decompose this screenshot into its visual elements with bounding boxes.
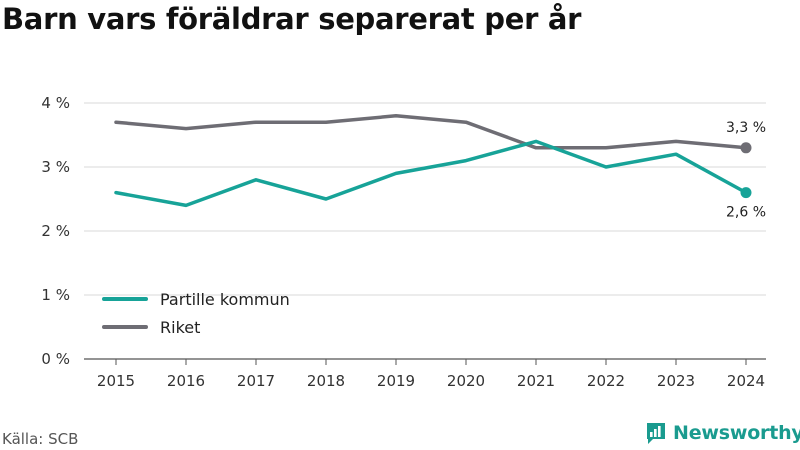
x-tick-label: 2020 xyxy=(447,372,485,390)
y-tick-label: 0 % xyxy=(41,350,70,368)
series-line-partille xyxy=(114,139,748,208)
y-tick-label: 3 % xyxy=(41,158,70,176)
x-tick-label: 2018 xyxy=(307,372,345,390)
x-tick-label: 2017 xyxy=(237,372,275,390)
x-tick-label: 2019 xyxy=(377,372,415,390)
x-tick-label: 2021 xyxy=(517,372,555,390)
y-tick-label: 1 % xyxy=(41,286,70,304)
x-tick-label: 2015 xyxy=(97,372,135,390)
legend-label: Riket xyxy=(160,318,200,337)
end-point-partille xyxy=(740,187,752,199)
end-label-riket: 3,3 % xyxy=(726,120,766,136)
end-point-riket xyxy=(740,142,752,154)
chart-title: Barn vars föräldrar separerat per år xyxy=(2,2,582,36)
x-tick-label: 2023 xyxy=(657,372,695,390)
end-label-partille: 2,6 % xyxy=(726,205,766,221)
source-note: Källa: SCB xyxy=(2,430,79,448)
x-tick-label: 2024 xyxy=(727,372,765,390)
series-line-riket xyxy=(114,114,748,150)
x-tick-label: 2016 xyxy=(167,372,205,390)
y-tick-label: 4 % xyxy=(41,94,70,112)
newsworthy-logo-icon xyxy=(645,421,667,445)
brand-logo: Newsworthy xyxy=(645,420,800,446)
x-tick-label: 2022 xyxy=(587,372,625,390)
brand-name: Newsworthy xyxy=(673,422,800,444)
legend-label: Partille kommun xyxy=(160,290,290,309)
y-tick-label: 2 % xyxy=(41,222,70,240)
